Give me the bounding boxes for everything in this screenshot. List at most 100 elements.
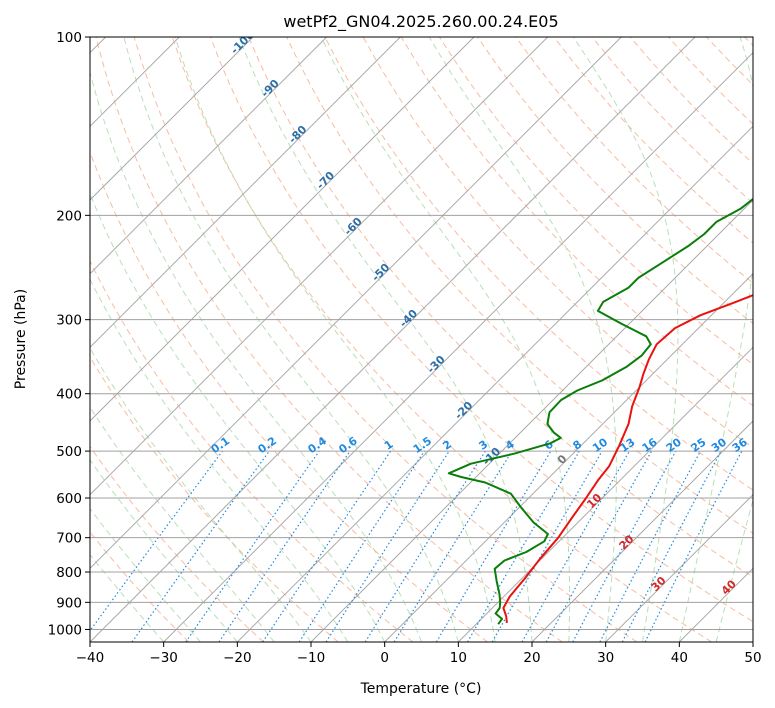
x-tick-label: −20 [223, 650, 252, 666]
moist-adiabat-line [174, 37, 496, 642]
isotherm-line [90, 37, 328, 275]
isotherm-label: -70 [314, 169, 337, 192]
y-tick-label: 500 [56, 444, 82, 460]
y-tick-label: 600 [56, 491, 82, 507]
moist-adiabat-line [90, 347, 312, 642]
background-lines [90, 37, 753, 642]
dry-adiabat-line [90, 356, 339, 642]
isotherm-label: -50 [369, 261, 392, 284]
isotherm-line [90, 37, 401, 349]
y-tick-label: 400 [56, 387, 82, 403]
isotherm-label: -40 [397, 307, 420, 330]
moist-adiabat-line [90, 192, 386, 642]
mixing-ratio-label: 1 [382, 438, 396, 453]
dry-adiabat-line [95, 37, 563, 642]
mixing-ratio-labels: 0.1 0.2 0.4 0.6 1 1.5 2 3 4 6 8 10 13 16 20 25 30 36 [209, 434, 750, 456]
mixing-ratio-line [185, 450, 320, 642]
mixing-ratio-line [521, 450, 631, 642]
mixing-ratio-label: 1.5 [411, 434, 434, 456]
x-tick-label: 50 [744, 650, 761, 666]
moist-adiabat-line [90, 507, 201, 642]
mixing-ratio-line [599, 450, 702, 642]
x-tick-label: −30 [149, 650, 178, 666]
x-tick-label: −10 [297, 650, 326, 666]
mixing-ratio-label: 36 [730, 435, 750, 455]
moist-adiabat-line [678, 37, 753, 642]
moist-adiabat-line [320, 37, 571, 642]
isotherm-label: 40 [719, 577, 739, 597]
dry-adiabat-line [744, 37, 753, 47]
isotherm-label: -30 [425, 353, 448, 376]
isotherm-line [310, 199, 753, 642]
dry-adiabat-line [90, 259, 414, 642]
moist-adiabat-line [90, 70, 422, 642]
mixing-ratio-label: 10 [590, 435, 610, 455]
y-tick-label: 200 [56, 208, 82, 224]
isotherm-line [236, 125, 753, 642]
isotherm-line [678, 567, 753, 642]
x-axis: −40 −30 −20 −10 0 10 20 30 40 50 [76, 642, 762, 666]
y-tick-label: 1000 [48, 622, 82, 638]
mixing-ratio-label: 30 [709, 435, 729, 455]
mixing-ratio-label: 20 [664, 435, 684, 455]
isotherm-line [605, 493, 753, 642]
isotherm-line [90, 37, 475, 422]
mixing-ratio-line [90, 450, 223, 632]
mixing-ratio-line [466, 450, 580, 642]
isotherm-line [90, 37, 696, 642]
x-tick-label: 20 [523, 650, 540, 666]
mixing-ratio-line [218, 450, 351, 642]
mixing-ratio-line [325, 450, 450, 642]
dry-adiabat-line [248, 37, 753, 578]
moist-adiabat-line [238, 37, 533, 642]
isotherm-line [90, 37, 254, 201]
dewpoint-profile [447, 197, 753, 625]
dry-adiabat-line [286, 37, 753, 534]
dry-adiabat-line [90, 150, 488, 642]
mixing-ratio-line [545, 450, 653, 642]
isotherm-label: -100 [228, 28, 257, 57]
moist-adiabat-line [90, 406, 275, 642]
mixing-ratio-line [393, 450, 513, 642]
mixing-ratio-label: 8 [571, 438, 585, 453]
dry-adiabat-line [591, 37, 753, 204]
x-tick-label: 40 [671, 650, 688, 666]
y-tick-label: 700 [56, 531, 82, 547]
y-tick-label: 300 [56, 313, 82, 329]
dry-adiabat-line [553, 37, 753, 244]
isotherm-line [752, 641, 753, 642]
x-tick-label: 0 [380, 650, 389, 666]
x-tick-label: 30 [597, 650, 614, 666]
isotherm-label: 20 [617, 532, 637, 552]
mixing-ratio-line [262, 450, 392, 642]
x-tick-label: −40 [76, 650, 105, 666]
isotherm-line [457, 346, 753, 642]
x-tick-label: 10 [450, 650, 467, 666]
mixing-ratio-label: 16 [640, 435, 660, 455]
chart-title: wetPf2_GN04.2025.260.00.24.E05 [283, 12, 558, 32]
dry-adiabat-line [133, 37, 638, 642]
mixing-ratio-label: 25 [689, 435, 709, 454]
moist-adiabat-line [572, 37, 679, 642]
isotherm-label: -90 [259, 77, 282, 100]
isotherm-line [90, 37, 622, 570]
mixing-ratio-line [131, 450, 270, 642]
mixing-ratio-label: 0.4 [306, 434, 330, 456]
mixing-ratio-label: 0.6 [336, 434, 360, 456]
dry-adiabat-line [706, 37, 753, 86]
plot-frame [89, 36, 754, 643]
y-axis: 100 200 300 400 500 600 700 800 900 1000 [48, 30, 90, 638]
dry-adiabat-line [324, 37, 753, 491]
mixing-ratio-line [298, 450, 425, 642]
y-axis-label: Pressure (hPa) [13, 289, 29, 389]
moist-adiabat-line [715, 497, 753, 642]
pressure-grid [90, 37, 753, 630]
moist-adiabat-line [90, 278, 349, 642]
isotherm-line [163, 51, 753, 642]
y-tick-label: 100 [56, 30, 82, 46]
isotherm-label: 30 [649, 574, 669, 594]
moist-adiabat-line [90, 459, 238, 642]
x-axis-label: Temperature (°C) [360, 681, 482, 697]
